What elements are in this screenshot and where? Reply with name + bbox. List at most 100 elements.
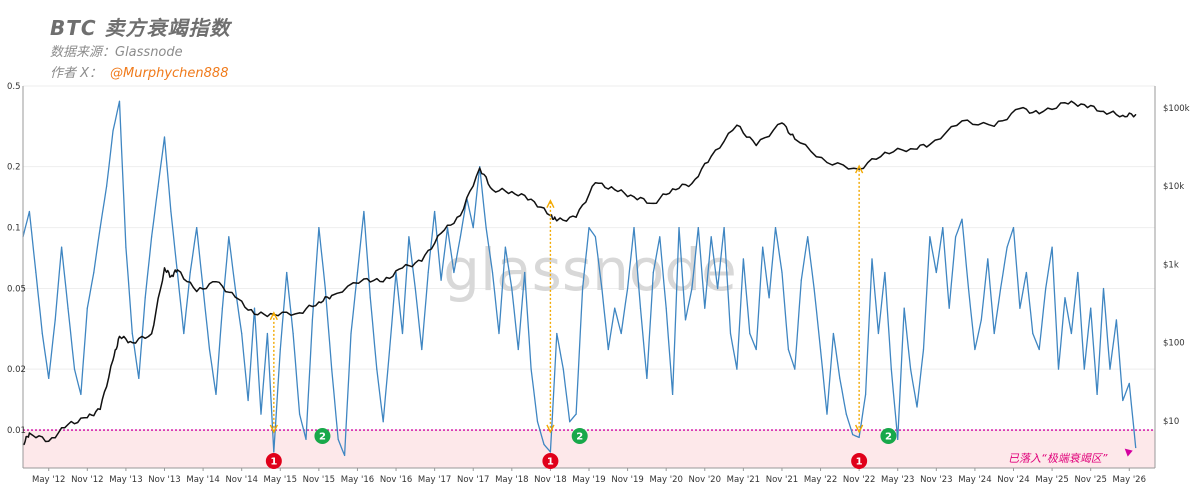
index-point bbox=[762, 246, 764, 248]
index-point bbox=[48, 377, 50, 380]
price-point bbox=[691, 182, 693, 185]
index-point bbox=[890, 368, 892, 370]
index-point bbox=[929, 236, 931, 238]
index-point bbox=[434, 210, 436, 213]
x-tick-label: Nov '17 bbox=[457, 475, 489, 485]
right-tick-label: $100k bbox=[1163, 104, 1190, 114]
index-point bbox=[569, 421, 571, 423]
index-point bbox=[1115, 319, 1118, 321]
index-point bbox=[697, 226, 699, 229]
index-point bbox=[1122, 399, 1124, 402]
index-point bbox=[453, 271, 455, 274]
index-point bbox=[974, 348, 976, 351]
x-tick-label: Nov '15 bbox=[303, 475, 335, 485]
price-point bbox=[594, 182, 597, 184]
index-point bbox=[562, 368, 564, 370]
index-point bbox=[852, 434, 854, 436]
index-point bbox=[1135, 446, 1137, 449]
index-point bbox=[1070, 332, 1072, 335]
index-point bbox=[749, 332, 751, 335]
index-point bbox=[138, 377, 140, 380]
index-point bbox=[118, 100, 121, 102]
index-point bbox=[112, 130, 114, 132]
x-tick-label: May '18 bbox=[495, 475, 528, 485]
price-point bbox=[736, 124, 738, 126]
index-point bbox=[215, 393, 217, 396]
price-point bbox=[1083, 103, 1085, 106]
index-point bbox=[189, 271, 191, 274]
index-point bbox=[942, 226, 944, 229]
extreme-zone-annotation: 已落入“极端衰竭区” bbox=[1008, 452, 1108, 465]
index-point bbox=[106, 185, 108, 187]
price-point bbox=[530, 198, 532, 200]
extreme-exhaustion-zone bbox=[23, 430, 1155, 468]
price-point bbox=[86, 417, 88, 419]
index-point bbox=[183, 332, 185, 335]
index-point bbox=[717, 287, 719, 290]
index-point bbox=[221, 307, 223, 309]
price-point bbox=[131, 342, 133, 344]
price-point bbox=[440, 232, 442, 234]
price-point bbox=[196, 290, 198, 293]
badge-red-1 bbox=[542, 453, 559, 469]
guide-arrowhead-down bbox=[269, 424, 278, 434]
right-tick-label: $10k bbox=[1163, 182, 1184, 192]
index-point bbox=[1000, 287, 1002, 290]
price-point bbox=[318, 301, 320, 303]
index-point bbox=[549, 451, 552, 453]
price-point bbox=[511, 191, 513, 193]
x-tick-label: May '14 bbox=[186, 475, 219, 485]
index-point bbox=[774, 226, 777, 229]
index-point bbox=[401, 332, 404, 335]
index-point bbox=[1128, 382, 1130, 385]
index-point bbox=[665, 307, 667, 309]
left-tick-label: 0.01 bbox=[7, 426, 26, 436]
index-point bbox=[286, 271, 288, 274]
index-point bbox=[1045, 287, 1047, 290]
index-point bbox=[170, 210, 172, 213]
index-point bbox=[421, 348, 423, 351]
x-tick-label: May '17 bbox=[418, 475, 451, 485]
index-point bbox=[337, 438, 339, 440]
price-point bbox=[421, 260, 423, 262]
annotation-arrowhead bbox=[1124, 448, 1133, 457]
price-point bbox=[491, 189, 494, 191]
right-tick-label: $100 bbox=[1163, 339, 1185, 349]
index-point bbox=[266, 332, 269, 335]
index-point bbox=[987, 258, 989, 260]
price-point bbox=[28, 432, 31, 434]
index-point bbox=[530, 368, 532, 370]
index-point bbox=[363, 210, 365, 213]
exhaustion-index-line bbox=[22, 100, 1137, 457]
price-point bbox=[363, 278, 365, 280]
x-tick-label: Nov '18 bbox=[534, 475, 566, 485]
index-point bbox=[67, 307, 69, 309]
badge-red-1 bbox=[265, 453, 282, 469]
price-point bbox=[755, 144, 757, 147]
index-point bbox=[652, 271, 654, 274]
price-point bbox=[614, 189, 616, 191]
price-point bbox=[794, 138, 796, 140]
index-point bbox=[607, 348, 609, 351]
index-point bbox=[794, 368, 796, 370]
index-point bbox=[93, 271, 95, 274]
index-point bbox=[208, 348, 211, 351]
index-point bbox=[517, 348, 519, 351]
index-point bbox=[909, 368, 912, 370]
index-point bbox=[485, 226, 487, 229]
price-point bbox=[1122, 114, 1124, 117]
index-point bbox=[813, 287, 815, 290]
price-point bbox=[48, 440, 50, 442]
x-tick-label: May '20 bbox=[649, 475, 682, 485]
index-point bbox=[897, 438, 899, 440]
index-point bbox=[472, 226, 474, 229]
data-source-label: 数据来源：Glassnode bbox=[50, 45, 183, 60]
x-tick-label: May '26 bbox=[1113, 475, 1146, 485]
badge-number: 1 bbox=[270, 457, 277, 468]
author-handle[interactable]: @Murphychen888 bbox=[110, 66, 229, 81]
index-point bbox=[273, 451, 275, 453]
price-point bbox=[652, 202, 654, 205]
index-point bbox=[35, 271, 37, 274]
index-point bbox=[1109, 368, 1111, 370]
